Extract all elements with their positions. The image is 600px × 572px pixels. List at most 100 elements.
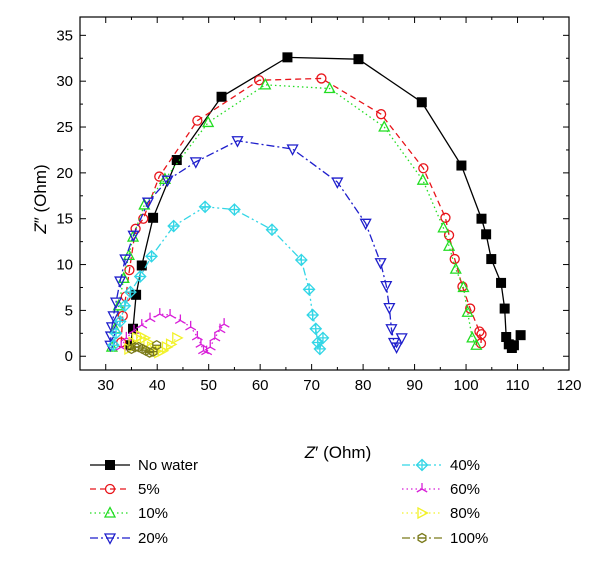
- legend-label: 100%: [450, 530, 488, 547]
- y-tick-label: 15: [56, 211, 73, 228]
- legend-item-100: 100%: [402, 530, 488, 547]
- data-point-80: [143, 336, 155, 349]
- series-40: [107, 200, 330, 356]
- data-point-5: [440, 212, 451, 223]
- data-point-80: [172, 331, 184, 344]
- axis-titles: Z′ (Ohm) Z″ (Ohm): [31, 164, 371, 462]
- data-point-60: [218, 318, 230, 328]
- data-point-no-water: [148, 212, 159, 223]
- x-tick-label: 90: [406, 377, 423, 394]
- y-tick-label: 25: [56, 119, 73, 136]
- x-tick-label: 60: [252, 377, 269, 394]
- plot-border: [79, 16, 570, 371]
- data-point-60: [195, 338, 207, 348]
- x-tick-label: 30: [97, 377, 114, 394]
- series-line-5: [120, 77, 483, 344]
- data-point-5: [124, 264, 135, 276]
- data-point-60: [191, 330, 203, 341]
- data-point-5: [474, 326, 485, 337]
- data-point-20: [141, 197, 155, 210]
- series-line-no-water: [129, 56, 522, 350]
- data-point-5: [449, 253, 460, 265]
- x-tick-label: 110: [506, 377, 530, 394]
- data-point-20: [189, 157, 202, 169]
- legend-marker: [104, 483, 116, 495]
- data-point-10: [461, 305, 474, 317]
- series-60: [115, 308, 230, 356]
- data-point-40: [294, 253, 308, 267]
- legend-marker: [415, 458, 429, 472]
- y-tick-label: 35: [56, 27, 73, 44]
- axis-ticks: 30 40 50 60 70 80 90 100 110 120 0 5 10 15 20 25 30 35: [56, 17, 582, 394]
- data-point-20: [385, 324, 398, 336]
- y-tick-label: 20: [56, 165, 73, 182]
- data-point-60: [185, 320, 197, 331]
- data-point-40: [107, 338, 120, 352]
- legend-item-80: 80%: [402, 505, 480, 522]
- data-point-10: [437, 220, 450, 233]
- y-tick-label: 5: [65, 302, 73, 319]
- legend-item-20: 20%: [90, 530, 168, 547]
- data-point-20: [331, 177, 344, 189]
- data-point-5: [316, 73, 327, 84]
- data-point-10: [259, 77, 272, 90]
- data-point-no-water: [416, 97, 427, 108]
- data-point-40: [109, 326, 123, 340]
- legend-label: 20%: [138, 530, 168, 547]
- data-point-20: [390, 342, 403, 354]
- data-point-80: [165, 338, 178, 351]
- data-point-60: [209, 331, 221, 342]
- data-point-40: [302, 282, 316, 296]
- data-point-20: [119, 254, 132, 266]
- data-point-40: [313, 342, 327, 356]
- data-point-60: [154, 308, 166, 318]
- data-point-40: [124, 285, 137, 299]
- plot-frame: [79, 16, 570, 371]
- data-point-no-water: [496, 277, 507, 288]
- data-point-40: [228, 203, 241, 216]
- data-point-5: [418, 163, 429, 174]
- data-point-5: [465, 303, 476, 314]
- data-point-40: [113, 314, 127, 328]
- data-point-40: [145, 249, 158, 263]
- legend-label: 60%: [450, 481, 480, 498]
- x-tick-label: 70: [303, 377, 320, 394]
- data-point-20: [127, 230, 140, 243]
- data-point-10: [202, 115, 215, 128]
- x-axis-title: Z′ (Ohm): [304, 443, 371, 462]
- data-point-no-water: [171, 155, 182, 166]
- data-point-20: [114, 276, 127, 288]
- data-point-20: [286, 144, 299, 156]
- data-point-10: [158, 172, 172, 184]
- data-point-10: [470, 338, 483, 350]
- data-point-10: [323, 81, 336, 94]
- data-point-no-water: [136, 260, 147, 271]
- legend: No water 5% 10% 20% 40% 60% 80% 100%: [90, 457, 488, 547]
- legend-marker: [417, 506, 429, 520]
- legend-item-10: 10%: [90, 505, 168, 522]
- data-point-60: [204, 341, 216, 351]
- plot-series: [104, 52, 526, 359]
- data-point-20: [107, 311, 120, 323]
- y-tick-label: 30: [56, 73, 73, 90]
- legend-marker: [416, 483, 428, 493]
- data-point-60: [144, 312, 156, 323]
- data-point-20: [231, 136, 244, 148]
- data-point-60: [174, 314, 186, 325]
- data-point-no-water: [456, 160, 467, 171]
- data-point-20: [383, 303, 396, 315]
- legend-item-5: 5%: [90, 481, 160, 498]
- data-point-10: [416, 173, 429, 185]
- data-point-5: [476, 329, 487, 340]
- data-point-10: [457, 280, 470, 293]
- legend-item-60: 60%: [402, 481, 480, 498]
- legend-label: No water: [138, 457, 198, 474]
- legend-label: 5%: [138, 481, 160, 498]
- legend-marker: [417, 532, 427, 544]
- data-point-40: [167, 219, 181, 233]
- data-point-10: [112, 298, 125, 311]
- data-point-20: [374, 258, 387, 270]
- data-point-40: [306, 308, 320, 322]
- data-point-10: [449, 262, 462, 274]
- data-point-no-water: [481, 229, 492, 240]
